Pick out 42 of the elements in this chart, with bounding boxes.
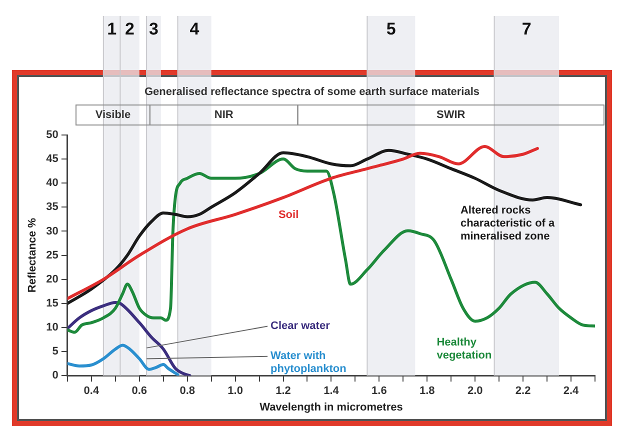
x-tick-label: 0.6	[132, 385, 148, 398]
x-tick-label: 1.0	[228, 385, 243, 398]
y-tick-label: 45	[46, 153, 58, 166]
series-label: Altered rocks characteristic of a mineralised zone	[460, 204, 556, 242]
band-label: 4	[190, 20, 200, 39]
text: NIR	[214, 109, 234, 122]
x-tick-label: 2.0	[467, 385, 483, 398]
line-series	[67, 344, 180, 376]
text: SWIR	[436, 109, 466, 122]
x-tick-label: 1.4	[324, 385, 340, 398]
y-axis-title: Reflectance %	[26, 218, 39, 293]
band-label: 3	[149, 20, 158, 39]
x-tick-label: 1.6	[372, 385, 387, 398]
x-tick-label: 2.4	[563, 385, 580, 398]
x-axis-title: Wavelength in micrometres	[260, 401, 403, 414]
text: Clear water	[270, 320, 331, 332]
series-label: Soil	[278, 209, 299, 222]
y-tick-label: 0	[52, 370, 58, 382]
y-tick-label: 50	[46, 129, 58, 142]
text: Visible	[95, 109, 131, 122]
y-tick-label: 10	[46, 322, 58, 334]
x-tick-label: 1.2	[276, 385, 291, 398]
y-tick-label: 30	[46, 225, 58, 238]
series-label: Healthy vegetation	[436, 336, 492, 362]
y-tick-label: 15	[46, 297, 58, 310]
y-tick-label: 25	[46, 249, 58, 262]
x-tick-label: 1.8	[419, 385, 435, 398]
y-tick-label: 20	[46, 273, 58, 286]
x-tick-label: 0.8	[180, 385, 195, 398]
band-label: 2	[125, 20, 135, 39]
chart-title: Generalised reflectance spectra of some earth surface materials	[144, 86, 480, 98]
band-label: 1	[107, 20, 117, 39]
line-series	[67, 300, 192, 376]
text: Water with phytoplankton	[270, 350, 347, 375]
y-tick-label: 35	[46, 201, 58, 214]
line-series	[67, 158, 595, 334]
band-label: 5	[386, 20, 396, 39]
x-tick-label: 0.4	[84, 385, 100, 398]
y-tick-label: 40	[46, 177, 58, 190]
x-tick-label: 2.2	[515, 385, 531, 398]
band-label: 7	[522, 20, 532, 39]
y-tick-label: 5	[52, 346, 58, 358]
